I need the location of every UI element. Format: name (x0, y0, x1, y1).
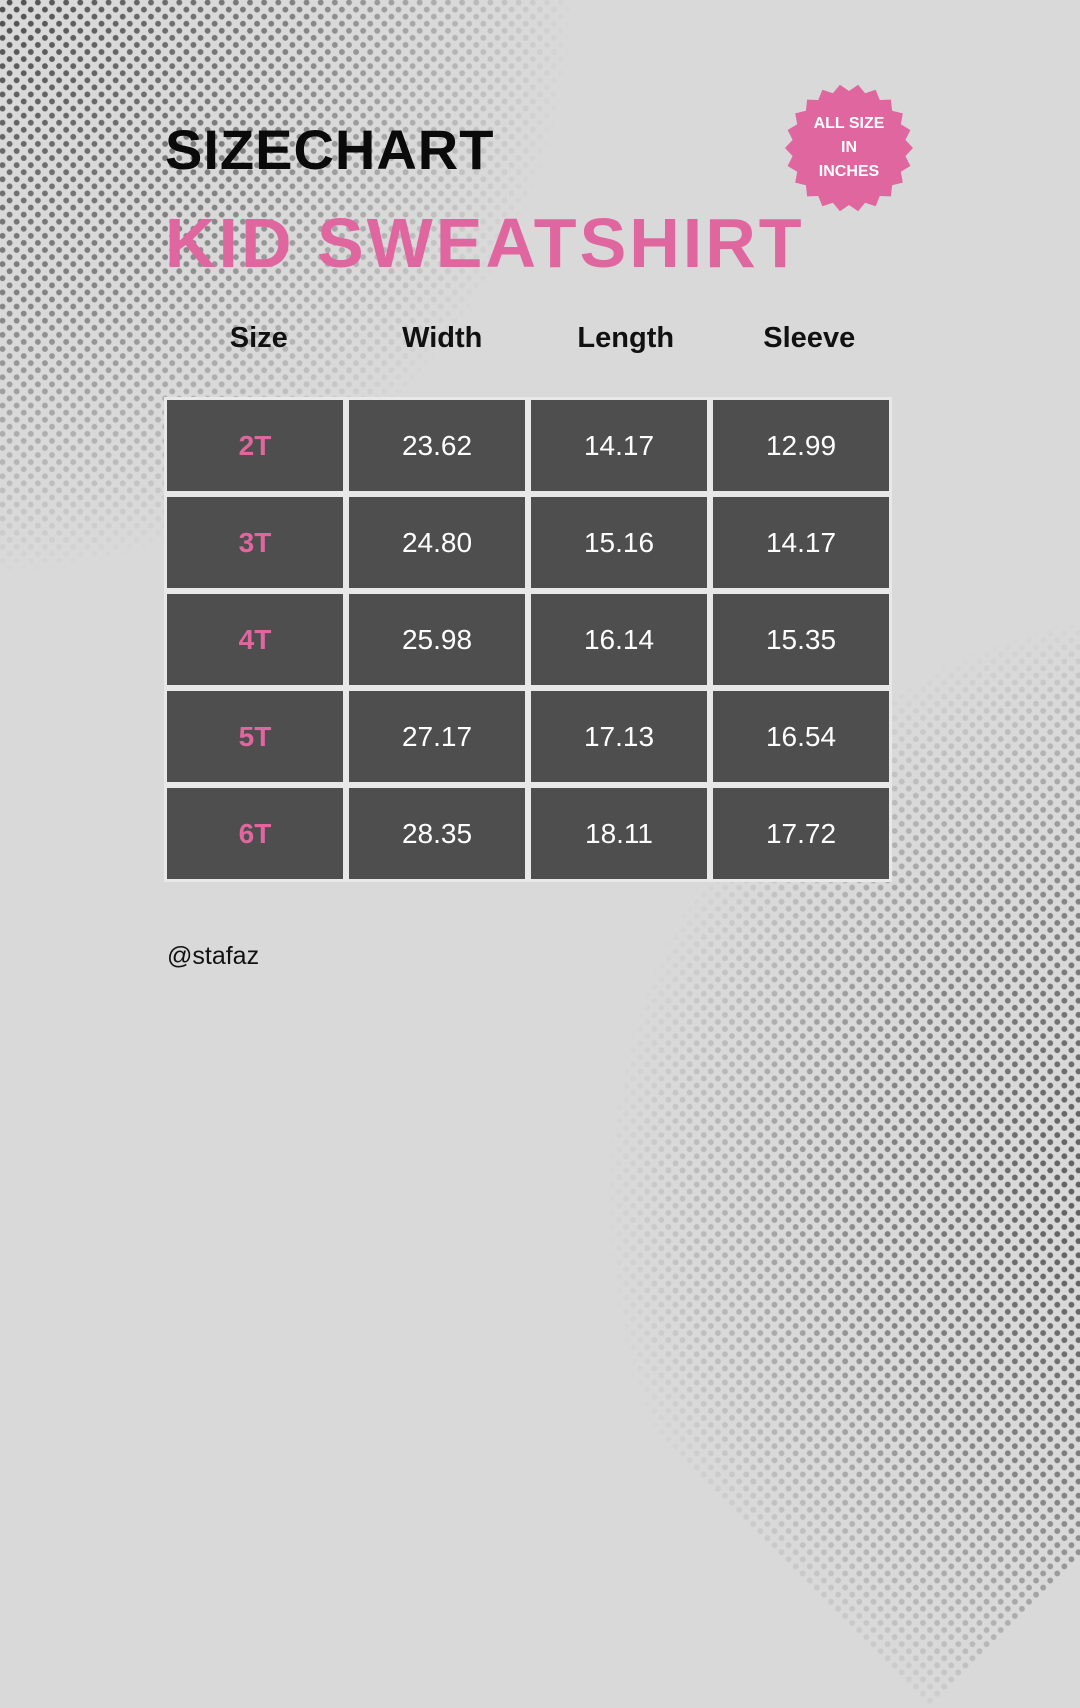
measurement-cell: 28.35 (349, 788, 525, 879)
header-size: Size (229, 322, 288, 354)
measurement-cell: 15.16 (531, 497, 707, 588)
badge-line: INCHES (818, 163, 880, 180)
product-title: KID SWEATSHIRT (165, 204, 805, 282)
measurement-cell: 24.80 (349, 497, 525, 588)
measurement-cell: 17.72 (713, 788, 889, 879)
table-header: Size Width Length Sleeve (167, 322, 901, 355)
measurement-cell: 27.17 (349, 691, 525, 782)
measurement-cell: 23.62 (349, 400, 525, 491)
size-table: 2T 23.62 14.17 12.99 3T 24.80 15.16 14.17 4T 25.9… (164, 397, 892, 882)
header-sleeve: Sleeve (763, 322, 856, 354)
measurement-cell: 14.17 (531, 400, 707, 491)
measurement-cell: 16.14 (531, 594, 707, 685)
measurement-cell: 15.35 (713, 594, 889, 685)
halftone-decoration-bottom-right (152, 152, 1080, 1708)
header-length: Length (577, 322, 675, 354)
scalloped-badge-icon (785, 84, 913, 212)
measurement-cell: 18.11 (531, 788, 707, 879)
badge-line: IN (841, 139, 857, 156)
measurement-cell: 16.54 (713, 691, 889, 782)
measurement-cell: 25.98 (349, 594, 525, 685)
size-cell: 5T (167, 691, 343, 782)
social-handle: @stafaz (167, 942, 260, 970)
measurement-cell: 12.99 (713, 400, 889, 491)
size-cell: 3T (167, 497, 343, 588)
header-width: Width (402, 322, 483, 354)
page-title: SIZECHART (165, 118, 495, 181)
size-cell: 6T (167, 788, 343, 879)
size-cell: 4T (167, 594, 343, 685)
badge-line: ALL SIZE (813, 115, 885, 132)
measurement-cell: 14.17 (713, 497, 889, 588)
size-cell: 2T (167, 400, 343, 491)
measurement-cell: 17.13 (531, 691, 707, 782)
units-badge: ALL SIZE IN INCHES (785, 84, 913, 212)
